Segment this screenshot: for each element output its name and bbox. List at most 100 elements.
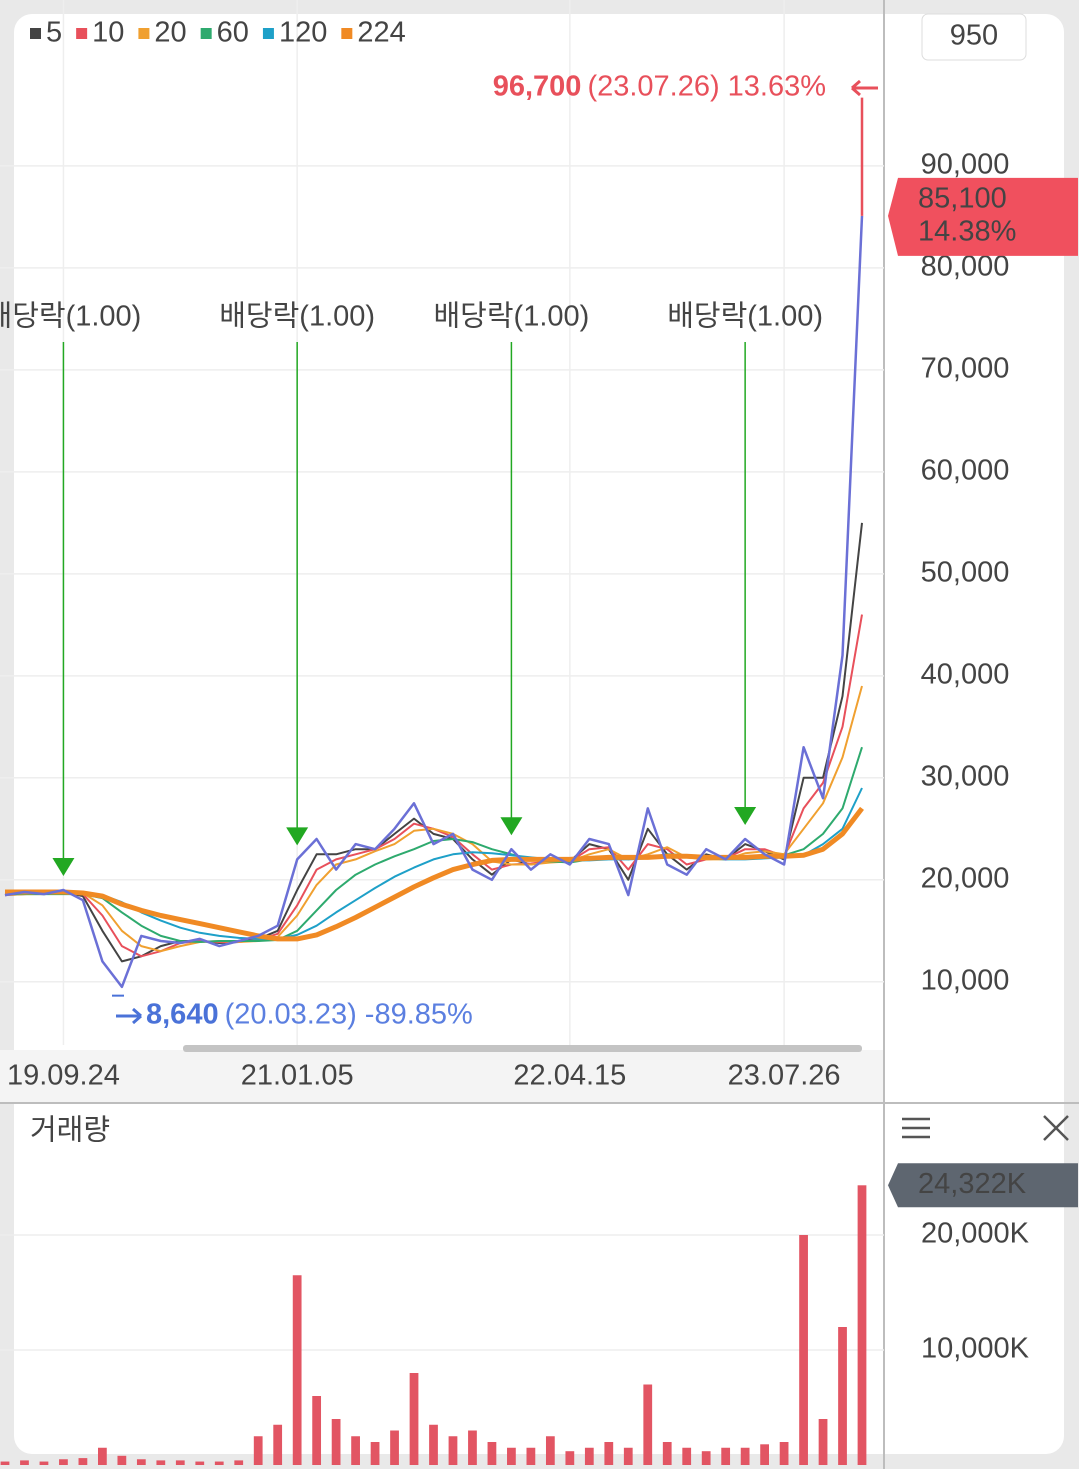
y-tick-label: 50,000 [921, 557, 1010, 589]
event-arrow-head [286, 827, 309, 846]
x-tick-label: 19.09.24 [7, 1060, 120, 1092]
volume-bar [468, 1430, 477, 1465]
y-tick-label: 20,000 [921, 862, 1010, 894]
volume-bar [721, 1447, 731, 1465]
x-tick-label: 21.01.05 [241, 1060, 354, 1092]
legend-label: 224 [357, 17, 405, 49]
volume-bar [643, 1384, 653, 1465]
menu-icon[interactable] [902, 1117, 930, 1139]
y-tick-label: 10,000 [921, 964, 1010, 996]
scrollbar[interactable] [183, 1045, 862, 1052]
volume-bar [136, 1459, 146, 1465]
volume-bar [409, 1373, 419, 1465]
legend-label: 10 [92, 17, 124, 49]
volume-bar [604, 1442, 614, 1465]
event-arrow-head [734, 807, 757, 825]
volume-bar [857, 1185, 867, 1465]
volume-title: 거래량 [30, 1115, 110, 1147]
y-tick-label: 30,000 [921, 760, 1010, 792]
volume-bar [234, 1460, 244, 1465]
current-price: 85,100 [918, 183, 1007, 215]
legend-swatch [262, 28, 274, 39]
low-date: (20.03.23) [225, 998, 357, 1030]
legend-label: 5 [46, 17, 62, 49]
legend-swatch [76, 28, 88, 39]
period-box-text[interactable]: 950 [950, 20, 998, 52]
volume-bar [838, 1327, 847, 1465]
legend-label: 120 [279, 17, 327, 49]
y-tick-label: 60,000 [921, 455, 1010, 487]
volume-bar [701, 1451, 711, 1465]
volume-bar [0, 1461, 10, 1465]
legend-swatch [341, 28, 353, 39]
volume-bar [740, 1447, 750, 1465]
volume-bar [584, 1447, 594, 1465]
volume-bar [565, 1451, 575, 1465]
volume-bar [331, 1419, 341, 1465]
volume-bar [312, 1396, 322, 1465]
legend-swatch [30, 28, 41, 39]
volume-bar [273, 1424, 283, 1465]
volume-bar [682, 1447, 692, 1465]
high-date: (23.07.26) [587, 70, 719, 102]
low-arrow [116, 1007, 142, 1025]
volume-bar [370, 1442, 380, 1465]
volume-bar [662, 1442, 672, 1465]
volume-bar [292, 1275, 302, 1465]
volume-bar [156, 1460, 166, 1465]
legend-swatch [138, 28, 150, 39]
volume-bar [448, 1436, 458, 1465]
high-value: 96,700 [493, 70, 582, 102]
volume-bar [195, 1461, 205, 1465]
volume-bar [351, 1436, 360, 1465]
volume-bar [623, 1447, 633, 1465]
current-volume-tag [888, 1163, 1078, 1208]
high-annotation: 96,700 (23.07.26) 13.63% [493, 70, 826, 102]
event-arrow-head [500, 817, 523, 836]
price-line [4, 215, 864, 989]
high-change: 13.63% [728, 70, 826, 102]
volume-bar [526, 1447, 536, 1465]
volume-bar [390, 1430, 399, 1465]
volume-bar [39, 1461, 49, 1465]
volume-bar [760, 1444, 769, 1465]
x-tick-label: 22.04.15 [513, 1060, 626, 1092]
event-label: 배당락(1.00) [667, 301, 823, 333]
x-tick-label: 23.07.26 [728, 1060, 841, 1092]
high-arrow [851, 79, 878, 97]
y-tick-label: 90,000 [921, 149, 1010, 181]
volume-bar [175, 1460, 185, 1465]
volume-bar [253, 1436, 263, 1465]
current-change: 14.38% [918, 216, 1016, 248]
volume-bar [507, 1447, 516, 1465]
y-tick-label: 70,000 [921, 353, 1010, 385]
event-arrow-head [52, 857, 75, 876]
period-box[interactable] [921, 13, 1027, 61]
x-axis-band [0, 1050, 884, 1102]
volume-bar [214, 1461, 224, 1465]
event-label: 배당락(1.00) [219, 301, 375, 333]
volume-bar [59, 1459, 68, 1465]
volume-bar [78, 1458, 88, 1465]
y-tick-label: 10,000K [921, 1333, 1030, 1365]
current-volume: 24,322K [918, 1168, 1027, 1200]
volume-bar [779, 1442, 789, 1465]
legend-swatch [200, 28, 212, 39]
event-label: 배당락(1.00) [0, 301, 141, 333]
volume-bar [487, 1442, 497, 1465]
event-label: 배당락(1.00) [434, 301, 590, 333]
close-icon[interactable] [1043, 1115, 1069, 1141]
legend-label: 60 [217, 17, 249, 49]
y-tick-label: 20,000K [921, 1218, 1030, 1250]
volume-bar [98, 1447, 107, 1465]
legend-label: 20 [154, 17, 186, 49]
volume-bar [429, 1424, 438, 1465]
current-price-tag [888, 177, 1078, 256]
y-tick-label: 40,000 [921, 658, 1010, 690]
low-value: 8,640 [146, 998, 219, 1030]
volume-bar [545, 1436, 555, 1465]
volume-bar [818, 1419, 828, 1465]
low-annotation: 8,640 (20.03.23) -89.85% [146, 998, 473, 1030]
volume-bar [117, 1455, 127, 1465]
